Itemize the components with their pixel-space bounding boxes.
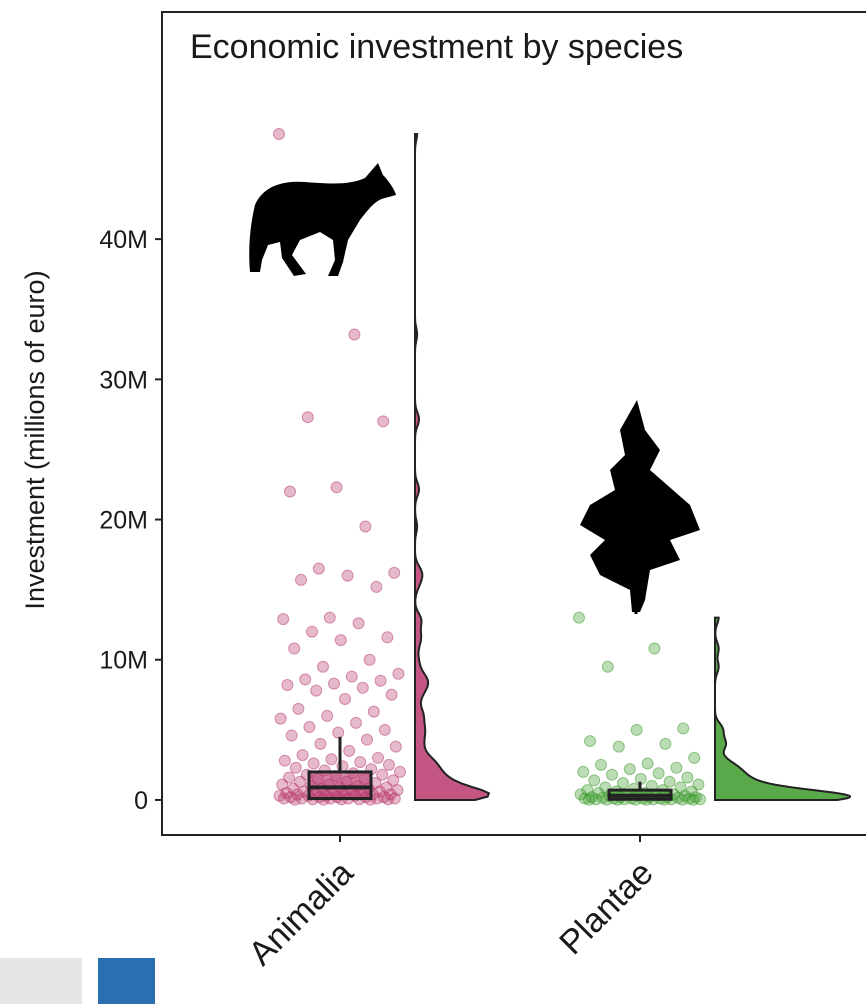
journal-cover [98,958,155,1004]
half-violin [714,616,852,801]
data-point [277,792,290,805]
tree-silhouette [580,400,700,612]
chart-title: Economic investment by species [190,28,683,66]
data-point [648,642,661,655]
half-violin [414,132,491,801]
data-point [670,761,683,774]
data-point [601,660,614,673]
data-point [323,611,336,624]
data-point [612,740,625,753]
data-point [652,767,665,780]
data-point [394,765,407,778]
data-point [641,757,654,770]
data-point [688,751,701,764]
data-point [606,768,619,781]
data-point [385,688,398,701]
data-point [303,721,316,734]
data-point [359,520,372,533]
data-point [348,328,361,341]
data-point [289,761,302,774]
x-tick-label: Animalia [242,854,361,973]
data-point [681,771,694,784]
box [307,770,373,801]
data-point [361,733,374,746]
data-point [328,677,341,690]
wolf-silhouette [249,163,396,276]
data-point [367,705,380,718]
panel [161,11,866,836]
data-point [296,749,309,762]
data-point [274,712,287,725]
y-tick-label: 20M [99,507,148,535]
data-point [354,756,367,769]
data-point [307,757,320,770]
data-point [659,737,672,750]
data-point [325,753,338,766]
data-point [663,775,676,788]
y-tick-label: 0 [134,787,148,815]
data-point [310,684,323,697]
data-point [388,566,401,579]
data-point [314,737,327,750]
data-point [595,758,608,771]
data-point [372,751,385,764]
data-point [677,722,690,735]
x-tick-label: Plantae [552,854,660,962]
data-point [278,754,291,767]
data-point [363,653,376,666]
data-point [332,726,345,739]
data-point [383,758,396,771]
data-point [350,716,363,729]
data-point [381,631,394,644]
data-point [617,777,630,790]
data-point [321,709,334,722]
data-point [341,569,354,582]
data-point [583,793,596,806]
data-point [584,735,597,748]
data-point [285,729,298,742]
data-point [281,678,294,691]
data-point [277,613,290,626]
y-tick-label: 10M [99,647,148,675]
y-tick-label: 30M [99,366,148,394]
data-point [317,660,330,673]
data-point [295,573,308,586]
data-point [687,793,700,806]
data-point [356,681,369,694]
y-tick-label: 40M [99,226,148,254]
data-point [389,740,402,753]
data-point [301,411,314,424]
data-point [588,774,601,787]
data-point [306,625,319,638]
data-point [330,481,343,494]
data-point [312,562,325,575]
data-point [623,763,636,776]
data-point [343,744,356,757]
data-point [370,580,383,593]
data-point [334,634,347,647]
data-point [676,793,689,806]
data-point [577,765,590,778]
data-point [382,793,395,806]
y-axis-label: Investment (millions of euro) [20,270,50,609]
data-point [378,723,391,736]
data-point [299,673,312,686]
data-point [288,642,301,655]
data-point [377,415,390,428]
data-point [339,693,352,706]
data-point [273,127,285,140]
data-point [392,667,405,680]
data-point [374,674,387,687]
data-point [292,702,305,715]
data-point [573,611,585,624]
data-point [352,617,365,630]
data-point [284,485,297,498]
thumbnail-bar [0,958,82,1004]
data-point [345,670,358,683]
data-point [376,768,389,781]
data-point [630,723,643,736]
data-point [288,793,301,806]
